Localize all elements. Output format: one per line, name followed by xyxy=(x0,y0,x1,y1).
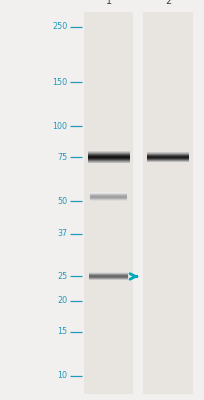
Bar xyxy=(87,156,129,157)
Text: 50: 50 xyxy=(57,197,67,206)
Bar xyxy=(87,153,129,154)
Bar xyxy=(87,161,129,162)
Text: 15: 15 xyxy=(57,327,67,336)
Bar xyxy=(87,154,129,155)
Text: 10: 10 xyxy=(57,371,67,380)
Bar xyxy=(87,156,129,157)
Bar xyxy=(143,12,192,394)
Text: 100: 100 xyxy=(52,122,67,131)
Bar xyxy=(87,153,129,154)
Bar xyxy=(87,154,129,155)
Text: 37: 37 xyxy=(57,230,67,238)
Text: 25: 25 xyxy=(57,272,67,281)
Text: 250: 250 xyxy=(52,22,67,31)
Text: 2: 2 xyxy=(164,0,170,6)
Bar xyxy=(87,158,129,159)
Bar xyxy=(87,158,129,159)
Bar xyxy=(87,152,129,153)
Text: 150: 150 xyxy=(52,78,67,87)
Bar xyxy=(84,12,133,394)
Bar xyxy=(87,162,129,163)
Bar xyxy=(87,159,129,160)
Bar xyxy=(87,157,129,158)
Bar xyxy=(87,160,129,161)
Bar xyxy=(87,162,129,163)
Bar xyxy=(87,161,129,162)
Bar xyxy=(87,152,129,153)
Text: 20: 20 xyxy=(57,296,67,305)
Bar xyxy=(87,160,129,161)
Text: 1: 1 xyxy=(105,0,111,6)
Bar xyxy=(87,151,129,152)
Bar xyxy=(87,159,129,160)
Bar xyxy=(87,157,129,158)
Bar xyxy=(87,151,129,152)
Bar xyxy=(87,155,129,156)
Bar xyxy=(87,155,129,156)
Text: 75: 75 xyxy=(57,153,67,162)
